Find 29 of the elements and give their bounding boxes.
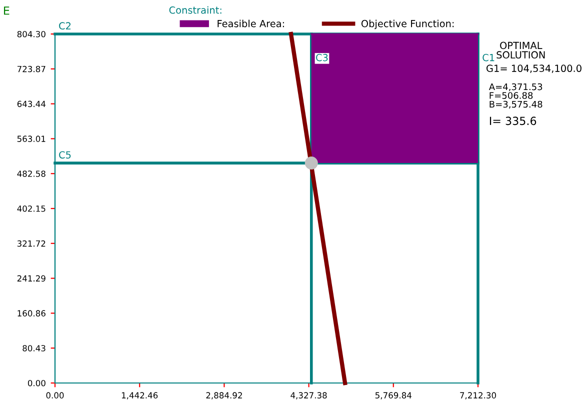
text: G1= 104,534,100.0 <box>486 64 582 73</box>
series-label: C3 <box>316 54 328 62</box>
text: I= 335.6 <box>490 116 536 126</box>
x-tick-label: 0.00 <box>46 392 64 398</box>
y-tick-label: 402.15 <box>17 205 46 212</box>
y-tick-label: 723.87 <box>17 66 46 72</box>
x-tick-label: 7,212.30 <box>460 392 496 400</box>
y-tick-label: 563.01 <box>17 136 46 142</box>
series-label: C1 <box>482 54 494 62</box>
y-tick-label: 321.72 <box>17 240 46 247</box>
y-tick-label: 241.29 <box>17 275 46 282</box>
y-tick-label: 643.44 <box>17 100 46 108</box>
x-tick-label: 4,327.38 <box>290 392 327 400</box>
y-tick-label: 804.30 <box>17 30 46 38</box>
x-tick-label: 1,442.46 <box>122 392 158 400</box>
series-label: C2 <box>59 22 71 30</box>
y-tick-label: 80.43 <box>22 345 46 352</box>
legend-label: Feasible Area: <box>218 20 284 28</box>
series-label: C5 <box>59 151 71 159</box>
text: Constraint: <box>169 6 222 14</box>
text: A=4,371.53 F=506.88 B=3,575.48 <box>488 83 542 109</box>
y-tick-label: 482.58 <box>17 170 46 177</box>
legend-label: Objective Function: <box>361 20 454 30</box>
x-tick-label: 2,884.92 <box>206 392 242 400</box>
x-tick-label: 5,769.84 <box>375 392 412 400</box>
y-tick-label: 160.86 <box>18 310 46 316</box>
text: E <box>4 6 10 15</box>
y-tick-label: 0.00 <box>28 380 46 386</box>
text: OPTIMAL SOLUTION <box>496 42 545 59</box>
